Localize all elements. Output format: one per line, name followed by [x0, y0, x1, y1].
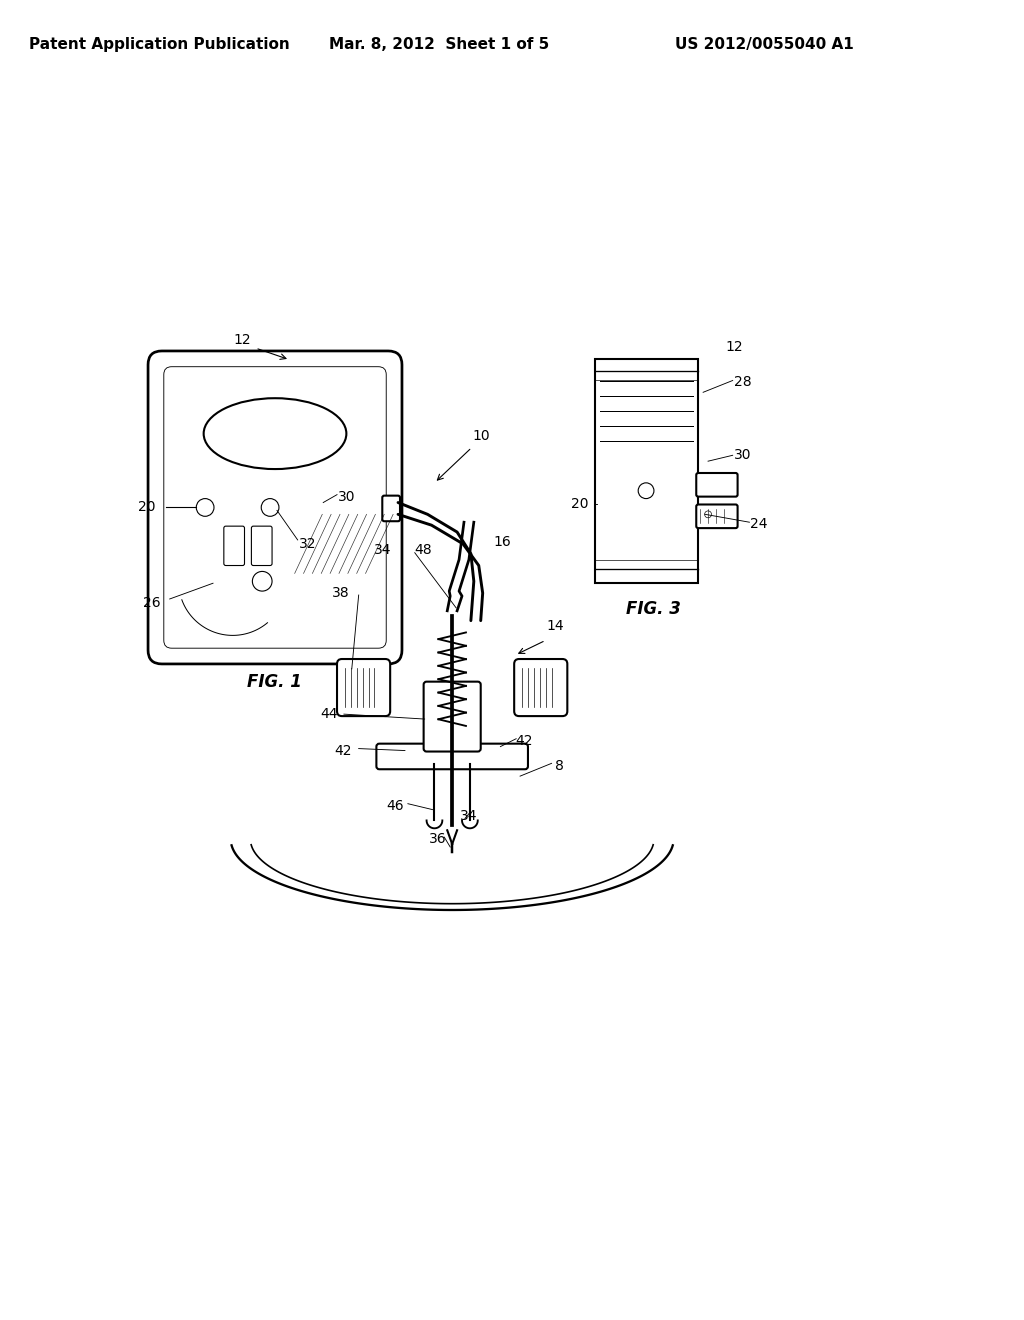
- Text: FIG. 3: FIG. 3: [627, 599, 681, 618]
- Text: 20: 20: [138, 500, 156, 515]
- FancyBboxPatch shape: [382, 495, 400, 521]
- Circle shape: [252, 572, 272, 591]
- Text: 38: 38: [332, 586, 350, 601]
- Circle shape: [197, 499, 214, 516]
- Text: 44: 44: [321, 708, 338, 721]
- Circle shape: [261, 499, 279, 516]
- Text: 36: 36: [429, 832, 446, 846]
- Text: 14: 14: [547, 619, 564, 632]
- FancyBboxPatch shape: [514, 659, 567, 717]
- Text: 12: 12: [233, 333, 251, 347]
- Text: 34: 34: [460, 809, 477, 822]
- Text: 32: 32: [299, 537, 316, 550]
- Text: 28: 28: [734, 375, 752, 389]
- Text: 16: 16: [494, 535, 511, 549]
- FancyBboxPatch shape: [252, 527, 272, 565]
- FancyBboxPatch shape: [377, 743, 528, 770]
- FancyBboxPatch shape: [148, 351, 402, 664]
- FancyBboxPatch shape: [424, 681, 480, 751]
- Circle shape: [638, 483, 654, 499]
- Bar: [595, 359, 698, 583]
- Text: 8: 8: [555, 759, 564, 774]
- FancyBboxPatch shape: [696, 473, 737, 496]
- Text: 30: 30: [338, 490, 355, 504]
- Text: 24: 24: [750, 517, 767, 531]
- Text: 20: 20: [571, 498, 589, 511]
- Text: 26: 26: [143, 595, 161, 610]
- Text: 46: 46: [386, 799, 403, 813]
- Text: Mar. 8, 2012  Sheet 1 of 5: Mar. 8, 2012 Sheet 1 of 5: [330, 37, 550, 53]
- FancyBboxPatch shape: [696, 504, 737, 528]
- Text: FIG. 1: FIG. 1: [247, 673, 301, 690]
- Text: 42: 42: [515, 734, 532, 747]
- Text: 48: 48: [414, 543, 431, 557]
- FancyBboxPatch shape: [224, 527, 245, 565]
- Text: 12: 12: [726, 341, 743, 354]
- Text: 42: 42: [334, 743, 351, 758]
- FancyBboxPatch shape: [337, 659, 390, 717]
- Text: Patent Application Publication: Patent Application Publication: [29, 37, 289, 53]
- Ellipse shape: [204, 399, 346, 469]
- Text: 10: 10: [473, 429, 490, 442]
- Circle shape: [705, 511, 712, 517]
- Text: 30: 30: [734, 449, 752, 462]
- Text: US 2012/0055040 A1: US 2012/0055040 A1: [675, 37, 854, 53]
- Text: 34: 34: [374, 543, 391, 557]
